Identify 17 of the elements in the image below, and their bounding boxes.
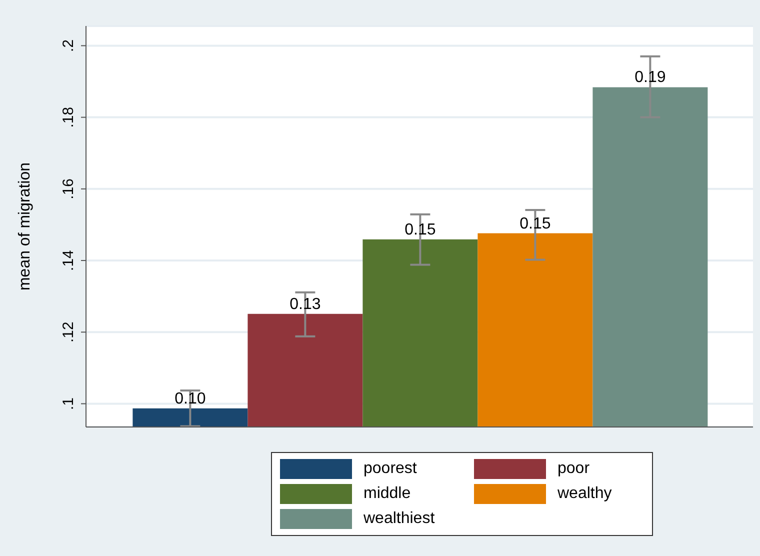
- y-tick-label: .12: [60, 322, 77, 343]
- y-axis-title: mean of migration: [16, 162, 34, 291]
- y-tick-label: .2: [60, 39, 77, 52]
- data-label: 0.10: [174, 390, 206, 408]
- y-tick-label: .16: [60, 178, 77, 200]
- y-tick-label: .1: [60, 397, 77, 410]
- legend-label: wealthy: [558, 485, 612, 503]
- y-tick-label: .18: [60, 106, 77, 128]
- legend-label: middle: [364, 485, 411, 503]
- legend-label: poor: [558, 460, 590, 478]
- data-label: 0.13: [290, 296, 321, 313]
- legend-label: poorest: [364, 460, 417, 478]
- y-tick-label: .14: [60, 250, 77, 271]
- data-label: 0.15: [404, 221, 436, 238]
- data-label: 0.19: [634, 69, 666, 86]
- legend-label: wealthiest: [364, 510, 435, 528]
- data-label: 0.15: [520, 215, 551, 232]
